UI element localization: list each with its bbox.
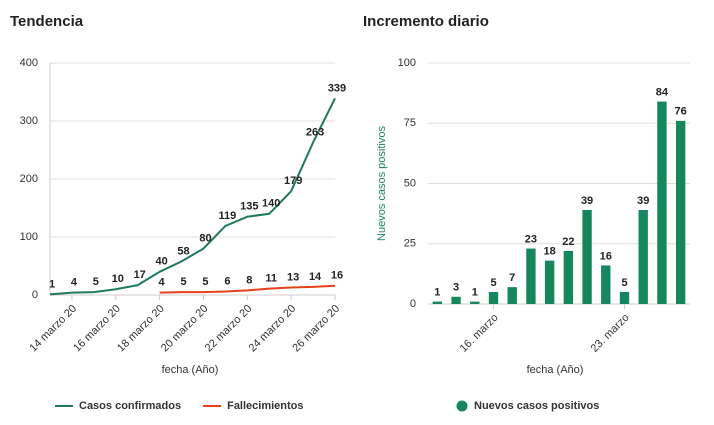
- x-tick-label: 26 marzo 20: [290, 303, 342, 355]
- bar: [563, 250, 574, 304]
- x-tick-label: 16. marzo: [458, 312, 501, 355]
- data-label: 8: [246, 274, 252, 286]
- x-tick-label: 23. marzo: [589, 312, 632, 355]
- data-label: 135: [240, 201, 258, 213]
- data-label: 5: [621, 277, 627, 289]
- bar: [582, 210, 592, 304]
- legend-swatch: [456, 400, 468, 412]
- y-tick-label: 400: [20, 57, 38, 69]
- data-label: 1: [434, 286, 440, 298]
- data-label: 84: [656, 86, 669, 98]
- data-label: 263: [306, 126, 324, 138]
- data-label: 58: [177, 245, 189, 257]
- data-label: 76: [675, 106, 687, 118]
- y-tick-label: 100: [398, 57, 416, 69]
- y-tick-label: 50: [404, 177, 416, 189]
- line-series: [159, 284, 336, 294]
- data-label: 39: [637, 195, 649, 207]
- y-tick-label: 75: [404, 117, 416, 129]
- y-tick-label: 100: [20, 231, 38, 243]
- data-label: 23: [525, 233, 537, 245]
- bar: [619, 291, 630, 304]
- data-label: 140: [262, 198, 280, 210]
- data-label: 5: [202, 276, 208, 288]
- data-label: 22: [562, 236, 574, 248]
- data-label: 13: [287, 271, 299, 283]
- data-label: 40: [155, 256, 167, 268]
- y-axis-label: Nuevos casos positivos: [376, 126, 388, 241]
- bar: [432, 301, 443, 304]
- bar: [526, 248, 536, 304]
- data-label: 4: [71, 277, 78, 289]
- chart-title: Tendencia: [10, 13, 84, 30]
- y-tick-label: 0: [410, 298, 416, 310]
- data-label: 16: [331, 270, 343, 282]
- data-label: 3: [453, 282, 459, 294]
- bar: [470, 301, 480, 304]
- x-axis-label: fecha (Año): [162, 364, 219, 376]
- y-tick-label: 0: [32, 289, 38, 301]
- data-label: 14: [309, 271, 322, 283]
- legend-label: Fallecimientos: [227, 400, 303, 412]
- y-tick-label: 25: [404, 238, 416, 250]
- x-axis-label: fecha (Año): [527, 364, 584, 376]
- data-label: 39: [581, 195, 593, 207]
- bar: [507, 287, 517, 304]
- data-label: 6: [224, 275, 230, 287]
- data-label: 119: [219, 210, 237, 222]
- data-label: 1: [472, 286, 478, 298]
- data-label: 16: [600, 250, 612, 262]
- data-label: 17: [134, 269, 146, 281]
- data-label: 5: [180, 276, 186, 288]
- bar: [451, 296, 461, 304]
- bar: [638, 210, 648, 304]
- y-tick-label: 300: [20, 115, 38, 127]
- legend-label: Nuevos casos positivos: [474, 400, 599, 412]
- data-label: 7: [509, 272, 515, 284]
- bar: [675, 120, 686, 304]
- line-series: [49, 97, 336, 296]
- bar: [657, 101, 667, 304]
- bar: [488, 291, 499, 304]
- bar: [544, 260, 555, 304]
- data-label: 1: [49, 278, 55, 290]
- data-label: 18: [544, 246, 556, 258]
- data-label: 5: [490, 277, 496, 289]
- data-label: 80: [199, 233, 211, 245]
- data-label: 4: [159, 277, 166, 289]
- data-label: 10: [112, 273, 124, 285]
- data-label: 339: [328, 82, 346, 94]
- data-label: 5: [93, 276, 99, 288]
- legend-label: Casos confirmados: [79, 400, 181, 412]
- chart-title: Incremento diario: [363, 13, 489, 30]
- data-label: 11: [265, 273, 277, 285]
- bar: [601, 265, 611, 304]
- y-tick-label: 200: [20, 173, 38, 185]
- data-label: 179: [284, 175, 302, 187]
